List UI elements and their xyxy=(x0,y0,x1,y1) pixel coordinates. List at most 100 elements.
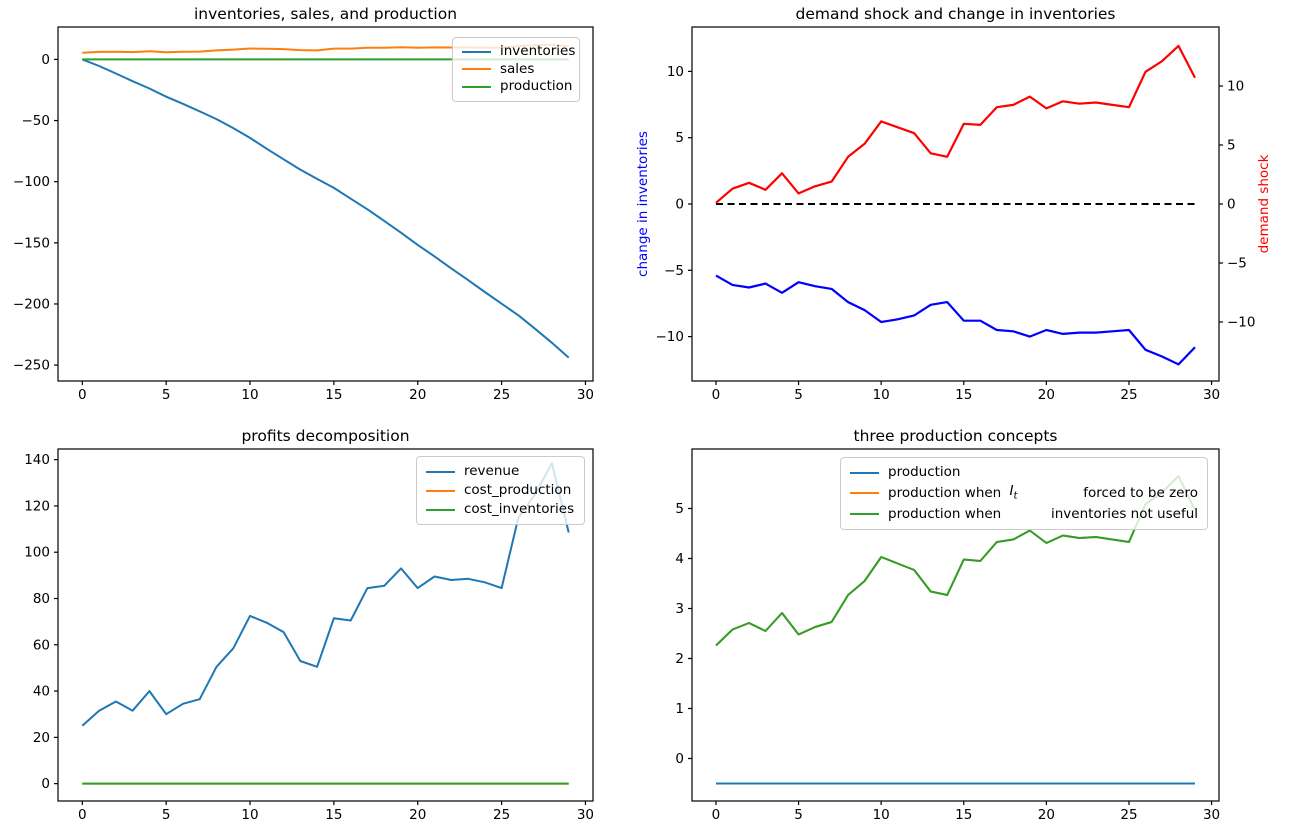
y-tick-label: 80 xyxy=(33,591,50,607)
series-revenue xyxy=(81,462,570,727)
legend-entry: revenue xyxy=(426,462,575,479)
legend-label: production xyxy=(500,78,573,95)
x-tick-label: 10 xyxy=(241,807,258,823)
legend-entry: cost_production xyxy=(426,481,575,498)
y-tick-label: 0 xyxy=(41,52,50,68)
x-tick-label: 5 xyxy=(162,807,171,823)
legend-entry: production when inventories not useful xyxy=(850,505,1198,522)
x-tick-label: 5 xyxy=(162,387,171,403)
legend-swatch xyxy=(462,86,491,89)
legend-swatch xyxy=(850,492,879,495)
y-tick-label: −10 xyxy=(656,329,685,345)
x-tick-label: 10 xyxy=(241,387,258,403)
legend-label: inventories xyxy=(500,43,576,60)
y-tick-label: −250 xyxy=(13,358,50,374)
y-tick-label: 10 xyxy=(667,64,684,80)
x-tick-label: 10 xyxy=(873,807,890,823)
x-tick-label: 30 xyxy=(1203,807,1220,823)
x-tick-label: 5 xyxy=(794,807,803,823)
legend-label: cost_inventories xyxy=(464,500,575,517)
x-tick-label: 25 xyxy=(1120,807,1137,823)
x-tick-label: 15 xyxy=(325,807,342,823)
subplot-title-3: three production concepts xyxy=(853,427,1058,445)
x-tick-label: 30 xyxy=(1203,387,1220,403)
y-tick-right-label: 10 xyxy=(1227,79,1244,95)
legend-swatch xyxy=(850,471,879,474)
x-tick-label: 25 xyxy=(493,807,510,823)
legend-profits: revenue cost_production cost_inventories xyxy=(416,456,585,525)
x-tick-label: 5 xyxy=(794,387,803,403)
y-tick-label: 100 xyxy=(24,545,50,561)
series-demand-shock xyxy=(715,44,1196,204)
legend-label: production xyxy=(888,463,961,480)
x-tick-label: 25 xyxy=(493,387,510,403)
legend-entry: cost_inventories xyxy=(426,500,575,517)
y-tick-right-label: −10 xyxy=(1227,315,1256,331)
subplot-title-1: demand shock and change in inventories xyxy=(795,5,1116,23)
subplot-demand-shock: 0 5 10 15 20 25 30 10 5 0 −5 −10 10 5 0 −5 −10 xyxy=(656,26,1256,403)
y-tick-label: 2 xyxy=(675,651,684,667)
y-tick-label: 1 xyxy=(675,701,684,717)
legend-label: sales xyxy=(500,60,535,77)
y-tick-label: 0 xyxy=(675,751,684,767)
legend-entry: production when It forced to be zero xyxy=(850,483,1198,502)
y-tick-label: 3 xyxy=(675,601,684,617)
ylabel-demand-shock: demand shock xyxy=(1256,154,1272,254)
y-tick-label: 20 xyxy=(33,730,50,746)
y-tick-label: −50 xyxy=(22,113,51,129)
legend-label-right: inventories not useful xyxy=(1051,505,1198,522)
x-tick-label: 0 xyxy=(712,387,721,403)
legend-swatch xyxy=(426,489,455,492)
ylabel-change-in-inventories: change in inventories xyxy=(635,131,651,277)
y-tick-label: −5 xyxy=(664,263,684,279)
x-tick-label: 0 xyxy=(712,807,721,823)
subplot-title-0: inventories, sales, and production xyxy=(193,5,458,23)
legend-label: cost_production xyxy=(464,481,572,498)
x-tick-label: 20 xyxy=(1038,807,1055,823)
y-tick-label: 5 xyxy=(675,130,684,146)
axes-frame xyxy=(691,26,1220,382)
subplot-production-concepts: 0 5 10 15 20 25 30 0 1 2 3 4 5 xyxy=(675,448,1220,823)
y-tick-label: 0 xyxy=(675,197,684,213)
math-symbol-It: It xyxy=(1009,483,1018,502)
legend-label: revenue xyxy=(464,462,520,479)
x-tick-label: 0 xyxy=(78,387,87,403)
legend-production-concepts: production production when It forced to be… xyxy=(840,457,1208,530)
y-tick-right-label: 5 xyxy=(1227,138,1236,154)
x-tick-label: 15 xyxy=(955,387,972,403)
y-tick-right-label: −5 xyxy=(1227,256,1247,272)
legend-label-right: forced to be zero xyxy=(1083,484,1198,501)
legend-swatch xyxy=(850,513,879,516)
x-tick-label: 25 xyxy=(1120,387,1137,403)
series-change-in-inventories xyxy=(715,274,1196,366)
y-tick-right-label: 0 xyxy=(1227,197,1236,213)
subplot-profits: 0 5 10 15 20 25 30 0 20 40 60 80 100 120 140 xyxy=(24,448,594,823)
legend-label: production when xyxy=(888,484,1006,501)
x-tick-label: 0 xyxy=(78,807,87,823)
legend-entry: inventories xyxy=(462,45,575,59)
axes-frame xyxy=(57,26,594,382)
y-tick-label: 40 xyxy=(33,684,50,700)
y-tick-label: −100 xyxy=(13,174,50,190)
x-tick-label: 30 xyxy=(577,387,594,403)
axes-frame xyxy=(691,448,1220,802)
series-production-inv-not-useful xyxy=(715,475,1196,647)
legend-inventories-sales-production: inventories sales production xyxy=(452,37,580,102)
x-tick-label: 20 xyxy=(1038,387,1055,403)
y-tick-label: −150 xyxy=(13,235,50,251)
y-tick-label: 4 xyxy=(675,551,684,567)
x-tick-label: 20 xyxy=(409,807,426,823)
subplot-inventories-sales-production: 0 5 10 15 20 25 30 0 −50 −100 −150 −200 −250 xyxy=(13,26,594,403)
x-tick-label: 15 xyxy=(955,807,972,823)
y-tick-label: 60 xyxy=(33,637,50,653)
x-tick-label: 30 xyxy=(577,807,594,823)
legend-swatch xyxy=(426,470,455,473)
legend-entry: sales xyxy=(462,60,570,77)
legend-entry: production xyxy=(462,78,573,95)
legend-swatch xyxy=(462,50,491,53)
legend-entry: production xyxy=(850,463,1198,480)
legend-label: production when xyxy=(888,505,1002,522)
x-tick-label: 20 xyxy=(409,387,426,403)
x-tick-label: 10 xyxy=(873,387,890,403)
